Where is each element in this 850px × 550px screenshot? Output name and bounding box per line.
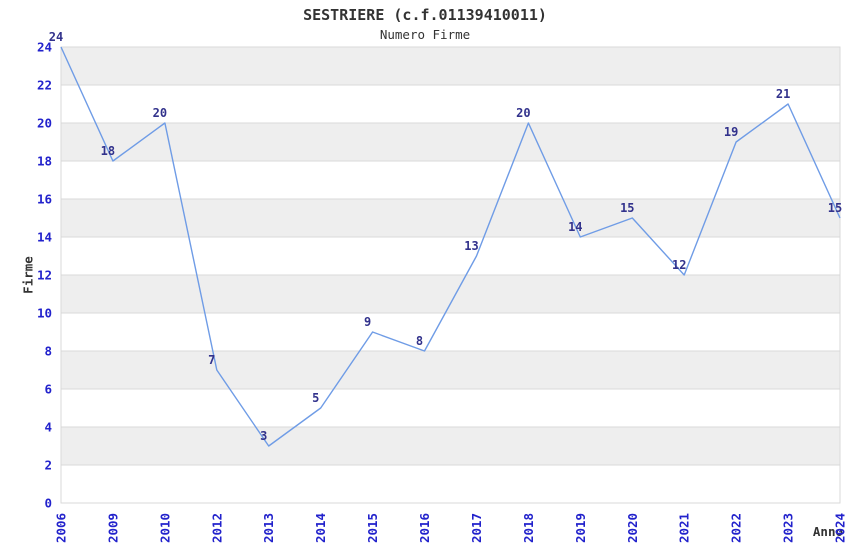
- data-point-label: 19: [724, 125, 738, 139]
- grid-band: [61, 351, 840, 389]
- data-point-label: 3: [260, 429, 267, 443]
- x-tick-label: 2018: [521, 513, 536, 543]
- y-tick-label: 4: [44, 420, 52, 435]
- data-point-label: 20: [153, 106, 167, 120]
- data-point-label: 5: [312, 391, 319, 405]
- data-point-label: 18: [101, 144, 115, 158]
- y-tick-label: 18: [37, 154, 52, 169]
- y-tick-label: 16: [37, 192, 52, 207]
- grid-band: [61, 275, 840, 313]
- y-tick-label: 8: [44, 344, 52, 359]
- x-tick-label: 2017: [469, 513, 484, 543]
- y-tick-label: 22: [37, 78, 52, 93]
- x-tick-label: 2020: [625, 513, 640, 543]
- x-tick-label: 2014: [313, 513, 328, 543]
- x-tick-label: 2015: [365, 513, 380, 543]
- data-point-label: 21: [776, 87, 790, 101]
- x-tick-label: 2010: [157, 513, 172, 543]
- grid-band: [61, 427, 840, 465]
- x-tick-label: 2023: [781, 513, 796, 543]
- grid-band: [61, 199, 840, 237]
- x-tick-label: 2006: [54, 513, 69, 543]
- y-tick-label: 0: [44, 496, 52, 511]
- y-tick-label: 2: [44, 458, 52, 473]
- data-point-label: 20: [516, 106, 530, 120]
- y-tick-label: 24: [37, 40, 52, 55]
- data-point-label: 24: [49, 30, 63, 44]
- y-tick-label: 12: [37, 268, 52, 283]
- x-tick-label: 2022: [729, 513, 744, 543]
- y-tick-label: 10: [37, 306, 52, 321]
- plot-border: [60, 46, 841, 504]
- grid-band: [61, 123, 840, 161]
- data-point-label: 14: [568, 220, 582, 234]
- x-tick-label: 2021: [677, 513, 692, 543]
- x-tick-label: 2016: [417, 513, 432, 543]
- data-line: [60, 46, 841, 447]
- data-point-label: 15: [620, 201, 634, 215]
- x-tick-label: 2009: [105, 513, 120, 543]
- data-point-label: 8: [416, 334, 423, 348]
- y-tick-label: 6: [44, 382, 52, 397]
- x-tick-label: 2019: [573, 513, 588, 543]
- chart-title: SESTRIERE (c.f.01139410011): [303, 6, 547, 24]
- x-tick-label: 2012: [209, 513, 224, 543]
- y-tick-label: 14: [37, 230, 52, 245]
- data-point-label: 15: [828, 201, 842, 215]
- x-tick-label: 2013: [261, 513, 276, 543]
- chart-subtitle: Numero Firme: [379, 27, 471, 42]
- data-point-label: 12: [672, 258, 686, 272]
- x-axis-label: Anno: [812, 524, 843, 539]
- data-point-label: 7: [208, 353, 215, 367]
- x-tick-label: 2024: [833, 513, 848, 543]
- data-point-label: 13: [464, 239, 478, 253]
- data-point-label: 9: [364, 315, 371, 329]
- y-tick-label: 20: [37, 116, 52, 131]
- grid-band: [61, 47, 840, 85]
